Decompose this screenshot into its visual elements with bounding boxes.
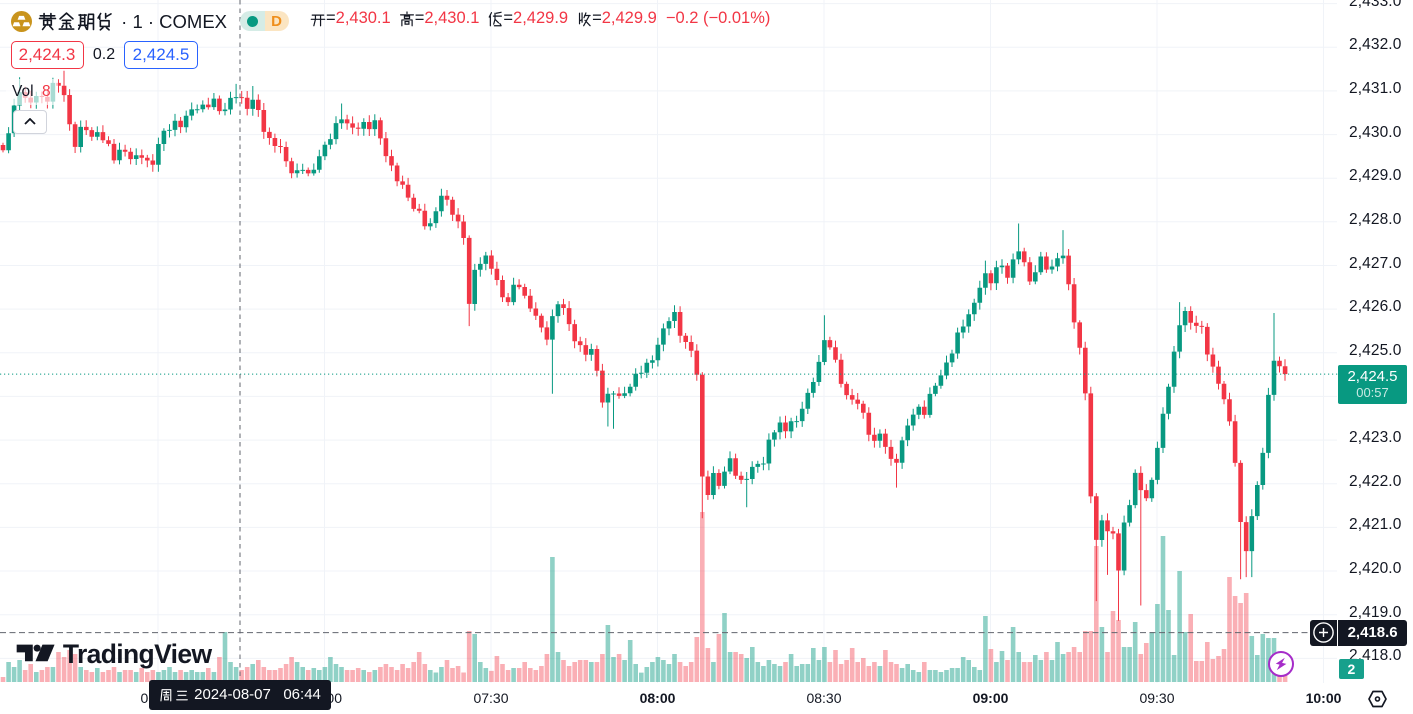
svg-text:TradingView: TradingView xyxy=(63,642,213,669)
